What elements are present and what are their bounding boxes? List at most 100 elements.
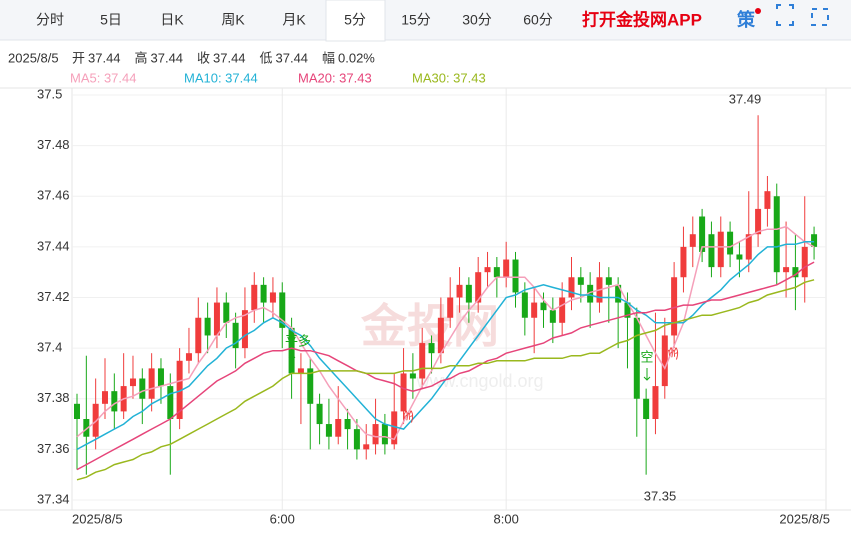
candle-body <box>74 403 80 419</box>
candle-body <box>223 302 230 323</box>
candle-body <box>185 353 192 361</box>
x-tick-label: 2025/8/5 <box>779 511 830 526</box>
strategy-icon[interactable]: 策 <box>737 9 756 30</box>
y-tick-label: 37.36 <box>37 441 70 456</box>
candle-body <box>447 297 454 318</box>
tab[interactable]: 60分 <box>523 12 553 28</box>
candle-body <box>176 360 183 419</box>
candle-body <box>484 267 491 273</box>
legend-entry: MA20: 37.43 <box>298 70 372 85</box>
candle-body <box>493 267 500 278</box>
info-value: 37.44 <box>213 50 246 65</box>
candle-body <box>260 284 267 303</box>
candle-body <box>316 403 323 425</box>
info-label: 幅 <box>322 50 335 65</box>
x-tick-label: 8:00 <box>494 511 519 526</box>
candle-body <box>512 259 519 293</box>
candle-body <box>419 343 426 379</box>
candle-body <box>391 411 398 445</box>
signal-arrow <box>288 350 296 361</box>
candle-body <box>83 419 90 437</box>
info-value: 37.44 <box>151 50 184 65</box>
candle-body <box>101 391 108 404</box>
candle-body <box>727 231 734 255</box>
candle-body <box>755 208 762 235</box>
candle-body <box>353 429 360 450</box>
candle-body <box>251 284 258 311</box>
annotation: 多 <box>664 343 683 361</box>
toolbar <box>0 0 851 40</box>
ma-line <box>76 279 815 481</box>
info-date: 2025/8/5 <box>8 50 59 65</box>
candle-body <box>465 284 472 303</box>
fullscreen-icon[interactable] <box>776 4 794 26</box>
annotation: 多 <box>399 406 418 424</box>
tab[interactable]: 5日 <box>100 12 122 28</box>
candle-body <box>475 272 482 303</box>
candle-body <box>521 292 528 318</box>
candle-body <box>111 391 118 412</box>
candle-body <box>699 216 706 252</box>
icon-dot <box>755 8 761 14</box>
candle-body <box>680 246 687 278</box>
candle-body <box>633 317 640 399</box>
candle-body <box>764 191 771 209</box>
legend-entry: MA30: 37.43 <box>412 70 486 85</box>
y-tick-label: 37.44 <box>37 238 70 253</box>
tab[interactable]: 分时 <box>36 12 64 28</box>
candle-body <box>559 297 566 323</box>
tab[interactable]: 30分 <box>462 12 492 28</box>
candle-body <box>652 386 659 419</box>
candle-body <box>232 322 239 349</box>
y-tick-label: 37.42 <box>37 289 70 304</box>
tab[interactable]: 周K <box>221 12 245 28</box>
candle-body <box>372 424 379 445</box>
candle-body <box>587 284 594 303</box>
candle-body <box>531 302 538 318</box>
candle-body <box>661 335 668 387</box>
candle-body <box>381 424 388 445</box>
ma-line <box>76 261 815 471</box>
candle-body <box>792 267 799 278</box>
candle-body <box>568 277 575 298</box>
info-label: 低 <box>260 50 273 65</box>
candle-body <box>437 317 444 354</box>
candle-body <box>783 267 790 273</box>
tab[interactable]: 15分 <box>401 12 431 28</box>
candle-body <box>167 386 174 419</box>
candle-body <box>269 292 276 303</box>
candle-body <box>540 302 547 311</box>
y-tick-label: 37.46 <box>37 188 70 203</box>
candle-body <box>325 424 332 437</box>
app-link[interactable]: 打开金投网APP <box>582 9 702 29</box>
tab[interactable]: 日K <box>160 12 184 28</box>
candle-body <box>129 378 136 387</box>
candle-body <box>624 302 631 318</box>
info-label: 开 <box>72 50 85 65</box>
tab[interactable]: 5分 <box>344 12 366 28</box>
candle-body <box>801 246 808 278</box>
candle-body <box>363 444 370 450</box>
tab[interactable]: 月K <box>282 12 306 28</box>
candle-body <box>157 368 164 387</box>
candle-body <box>297 368 304 374</box>
candle-body <box>811 234 818 247</box>
candle-body <box>456 284 463 298</box>
x-tick-label: 6:00 <box>270 511 295 526</box>
y-tick-label: 37.48 <box>37 137 70 152</box>
selected-tab <box>325 0 386 42</box>
candle-body <box>773 196 780 273</box>
candle-body <box>671 277 678 336</box>
info-label: 收 <box>197 50 210 65</box>
legend-entry: MA10: 37.44 <box>184 70 258 85</box>
info-value: 0.02% <box>338 50 375 65</box>
candle-body <box>549 310 556 323</box>
candle-body <box>92 403 99 437</box>
candle-body <box>689 234 696 247</box>
candle-body <box>335 419 342 437</box>
candle-body <box>307 368 314 404</box>
candle-body <box>409 373 416 379</box>
candle-body <box>736 254 743 260</box>
